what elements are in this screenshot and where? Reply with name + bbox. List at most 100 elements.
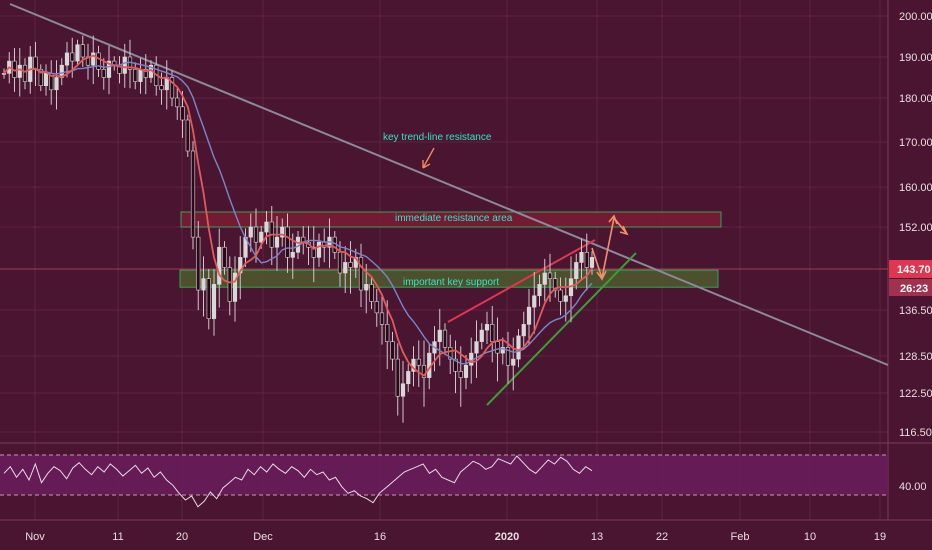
time-tick-label: 10	[804, 531, 816, 543]
candle-body	[343, 262, 348, 274]
candle-body	[159, 85, 164, 91]
price-tick-label: 116.50	[899, 427, 932, 439]
price-tick-label: 160.00	[899, 182, 932, 194]
candle-body	[574, 262, 579, 279]
candle-body	[222, 246, 227, 268]
candle-body	[469, 352, 474, 366]
candle-body	[285, 226, 290, 258]
time-axis: Nov 11 20 Dec 16 2020 13 22 Feb 10 19	[25, 531, 886, 543]
candle-body	[584, 252, 589, 268]
price-tags: 143.70 26:23	[889, 260, 932, 296]
candle-body	[248, 226, 253, 238]
arrow-trendline	[422, 147, 435, 169]
annotation-trendline: key trend-line resistance	[383, 132, 492, 143]
candle-body	[379, 312, 385, 325]
candle-body	[43, 73, 49, 87]
support-trendline	[486, 252, 637, 406]
time-tick-label: Feb	[731, 531, 750, 543]
last-price-tag	[889, 260, 932, 278]
price-tick-label: 170.00	[899, 137, 932, 149]
price-tick-label: 152.00	[899, 222, 932, 234]
annotation-support: important key support	[403, 277, 499, 288]
candle-body	[101, 69, 106, 78]
countdown-label: 26:23	[900, 283, 928, 295]
time-tick-label: 22	[656, 531, 668, 543]
candle-body	[185, 119, 190, 152]
candle-body	[579, 252, 584, 263]
candle-body	[280, 226, 285, 238]
price-tick-label: 180.00	[899, 93, 932, 105]
candle-body	[264, 221, 269, 233]
candle-body	[516, 335, 521, 360]
candle-body	[458, 371, 463, 378]
candle-body	[106, 60, 112, 78]
candle-body	[311, 246, 316, 258]
candle-body	[542, 272, 547, 285]
candle-body	[316, 241, 322, 258]
candle-body	[1, 73, 7, 75]
candle-body	[227, 267, 232, 302]
candle-body	[547, 272, 553, 279]
candle-body	[500, 347, 505, 354]
candle-body	[96, 52, 101, 70]
time-tick-label: Dec	[253, 531, 273, 543]
candle-body	[217, 246, 222, 285]
candle-body	[290, 252, 295, 258]
price-tick-label: 136.50	[899, 305, 932, 317]
time-tick-label: 2020	[495, 531, 519, 543]
candle-body	[495, 341, 500, 354]
candle-body	[138, 69, 143, 82]
candle-body	[38, 69, 43, 87]
candle-body	[259, 231, 264, 243]
candle-body	[532, 295, 537, 308]
price-tick-label: 122.50	[899, 388, 932, 400]
price-axis: 200.00 190.00 180.00 170.00 160.00 152.00 136.…	[899, 11, 932, 493]
candle-body	[395, 358, 400, 397]
countdown-tag	[889, 279, 932, 296]
time-tick-label: 11	[112, 531, 123, 543]
annotation-resistance: immediate resistance area	[395, 213, 513, 224]
candle-body	[22, 64, 28, 82]
candle-body	[206, 278, 211, 319]
candle-body	[190, 150, 196, 238]
candle-body	[175, 97, 180, 108]
candle-body	[369, 284, 374, 302]
price-tick-label: 200.00	[899, 11, 932, 23]
candle-body	[17, 64, 22, 78]
grid	[0, 0, 932, 521]
time-tick-label: 20	[176, 531, 188, 543]
candle-body	[526, 306, 532, 325]
candle-body	[511, 358, 516, 366]
candle-body	[196, 236, 201, 291]
candle-body	[133, 69, 138, 82]
candle-body	[143, 69, 148, 78]
candle-body	[537, 284, 542, 297]
candle-body	[448, 347, 453, 360]
candle-body	[70, 52, 75, 62]
candle-body	[406, 371, 411, 385]
candle-body	[416, 358, 421, 366]
projection-arrow-head-1	[608, 214, 618, 225]
candle-body	[505, 347, 511, 366]
candle-body	[553, 278, 558, 291]
candle-body	[64, 52, 70, 66]
candle-body	[589, 257, 595, 268]
trend-lines	[9, 3, 889, 406]
price-tick-label: 128.50	[899, 351, 932, 363]
candle-body	[348, 262, 353, 268]
rsi-level-label: 40.00	[899, 481, 927, 493]
time-tick-label: 19	[874, 531, 886, 543]
ma-fast-line	[3, 54, 593, 377]
rsi-panel	[0, 454, 888, 508]
candle-body	[33, 56, 38, 70]
candle-body	[437, 329, 442, 342]
candle-body	[374, 301, 379, 314]
channel-top-line	[447, 239, 596, 323]
candle-body	[122, 56, 127, 74]
candle-body	[558, 289, 563, 302]
candle-body	[385, 324, 390, 342]
candle-body	[232, 272, 238, 302]
candle-body	[364, 284, 369, 291]
